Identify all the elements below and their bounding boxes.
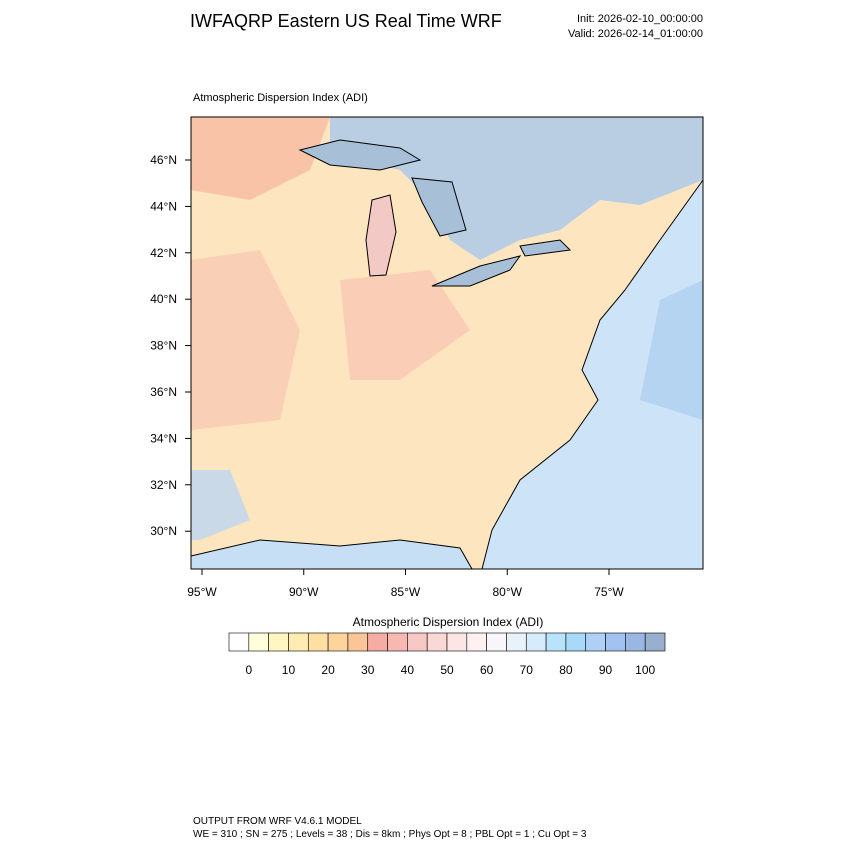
colorbar-box xyxy=(545,632,567,652)
valid-time: Valid: 2026-02-14_01:00:00 xyxy=(568,28,703,40)
colorbar-box xyxy=(307,632,329,652)
map-title: Atmospheric Dispersion Index (ADI) xyxy=(193,92,368,104)
colorbar-box xyxy=(585,632,606,652)
lat-label: 38°N xyxy=(150,339,177,353)
colorbar-box xyxy=(327,632,349,652)
colorbar-label: 40 xyxy=(401,663,415,677)
colorbar-box xyxy=(288,632,309,652)
colorbar-label: 70 xyxy=(520,663,534,677)
page-title: IWFAQRP Eastern US Real Time WRF xyxy=(190,11,502,31)
colorbar-box xyxy=(268,632,289,652)
colorbar-box xyxy=(446,632,468,652)
map xyxy=(190,116,704,570)
colorbar-box xyxy=(486,632,507,652)
footer-line: WE = 310 ; SN = 275 ; Levels = 38 ; Dis … xyxy=(193,829,587,840)
colorbar-box xyxy=(506,632,527,652)
lon-label: 90°W xyxy=(289,585,319,599)
colorbar-label: 80 xyxy=(559,663,573,677)
lake xyxy=(298,139,422,171)
lake xyxy=(365,194,397,277)
land-patch xyxy=(340,270,470,380)
lat-label: 32°N xyxy=(150,478,177,492)
colorbar-box xyxy=(407,632,428,652)
colorbar-box xyxy=(387,632,408,652)
colorbar-box xyxy=(525,632,547,652)
colorbar-label: 100 xyxy=(635,663,655,677)
colorbar-box xyxy=(605,632,626,652)
lon-label: 80°W xyxy=(493,585,523,599)
colorbar-box xyxy=(644,632,666,652)
colorbar-box xyxy=(367,632,388,652)
colorbar-box xyxy=(248,632,269,652)
colorbar-box xyxy=(228,632,250,652)
colorbar-box xyxy=(466,632,487,652)
lat-label: 40°N xyxy=(150,292,177,306)
colorbar-title: Atmospheric Dispersion Index (ADI) xyxy=(353,615,544,629)
lake xyxy=(519,239,572,257)
lat-label: 46°N xyxy=(150,153,177,167)
colorbar-box xyxy=(426,632,448,652)
ocean-patch xyxy=(640,280,703,420)
init-time: Init: 2026-02-10_00:00:00 xyxy=(577,13,703,25)
footer-line: OUTPUT FROM WRF V4.6.1 MODEL xyxy=(193,816,362,827)
colorbar-label: 50 xyxy=(440,663,454,677)
land-patch xyxy=(191,117,330,200)
colorbar-label: 20 xyxy=(321,663,335,677)
lake xyxy=(411,177,467,237)
colorbar-box xyxy=(565,632,587,652)
lat-label: 30°N xyxy=(150,524,177,538)
colorbar-label: 0 xyxy=(245,663,252,677)
colorbar-label: 10 xyxy=(282,663,296,677)
land-patch xyxy=(191,250,300,430)
lon-label: 85°W xyxy=(391,585,421,599)
colorbar-box xyxy=(347,632,369,652)
lon-label: 95°W xyxy=(187,585,217,599)
map-frame xyxy=(190,116,704,570)
colorbar-label: 30 xyxy=(361,663,375,677)
colorbar-label: 90 xyxy=(599,663,613,677)
lon-label: 75°W xyxy=(594,585,624,599)
colorbar-label: 60 xyxy=(480,663,494,677)
lat-label: 42°N xyxy=(150,246,177,260)
lat-label: 34°N xyxy=(150,431,177,445)
canada-lakes xyxy=(330,117,703,260)
lat-label: 36°N xyxy=(150,385,177,399)
lake xyxy=(431,255,522,287)
land-patch xyxy=(191,470,250,540)
lat-label: 44°N xyxy=(150,199,177,213)
colorbar-box xyxy=(625,632,646,652)
